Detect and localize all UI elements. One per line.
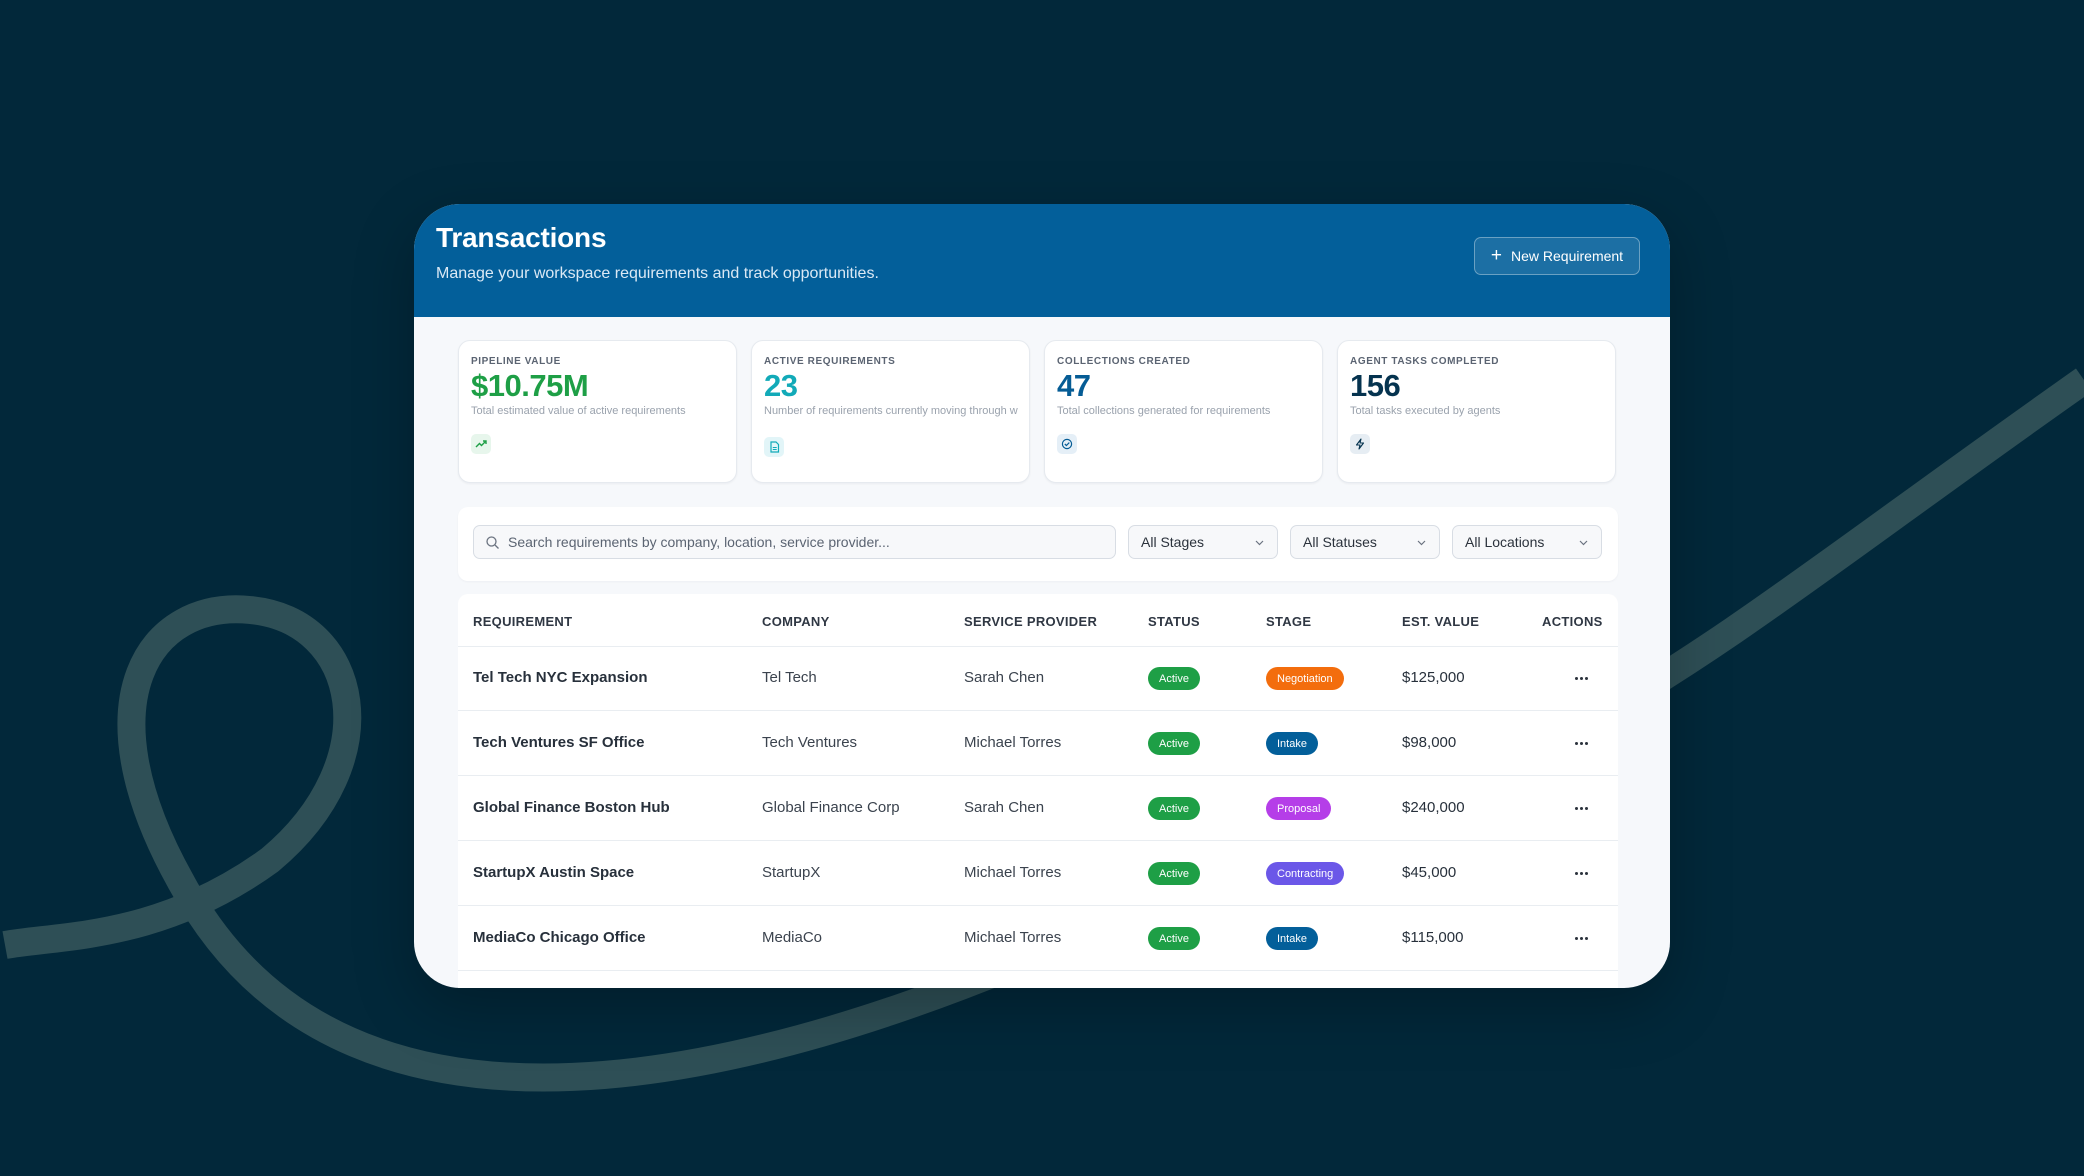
stage-badge: Intake xyxy=(1266,732,1318,755)
kpi-label: COLLECTIONS CREATED xyxy=(1057,356,1191,367)
kpi-value: 156 xyxy=(1350,368,1401,403)
service-provider: Michael Torres xyxy=(964,929,1062,946)
requirement-name[interactable]: Tel Tech NYC Expansion xyxy=(473,669,648,686)
search-input[interactable]: Search requirements by company, location… xyxy=(473,525,1116,559)
est-value: $125,000 xyxy=(1402,669,1465,686)
stage-filter-value: All Stages xyxy=(1141,534,1205,550)
company-name: MediaCo xyxy=(762,929,823,946)
est-value: $240,000 xyxy=(1402,799,1465,816)
status-filter-select[interactable]: All Statuses xyxy=(1290,525,1440,559)
table-row[interactable]: Tel Tech NYC Expansion Tel Tech Sarah Ch… xyxy=(458,646,1618,711)
status-badge: Active xyxy=(1148,667,1200,690)
check-circle-icon xyxy=(1057,434,1077,454)
status-badge: Active xyxy=(1148,732,1200,755)
column-header-service-provider[interactable]: SERVICE PROVIDER xyxy=(964,614,1098,629)
new-requirement-label: New Requirement xyxy=(1511,248,1624,264)
requirement-name[interactable]: StartupX Austin Space xyxy=(473,864,635,881)
page-subtitle: Manage your workspace requirements and t… xyxy=(436,265,879,282)
requirement-name[interactable]: MediaCo Chicago Office xyxy=(473,929,646,946)
status-filter-value: All Statuses xyxy=(1303,534,1377,550)
kpi-card-agent-tasks: AGENT TASKS COMPLETED 156 Total tasks ex… xyxy=(1337,340,1616,483)
page-title: Transactions xyxy=(436,222,607,253)
column-header-status[interactable]: STATUS xyxy=(1148,614,1200,629)
company-name: Tel Tech xyxy=(762,669,817,686)
status-badge: Active xyxy=(1148,927,1200,950)
trending-up-icon xyxy=(471,434,491,454)
kpi-card-collections-created: COLLECTIONS CREATED 47 Total collections… xyxy=(1044,340,1323,483)
company-name: StartupX xyxy=(762,864,821,881)
kpi-description: Number of requirements currently moving … xyxy=(764,405,1018,417)
table-row[interactable]: StartupX Austin Space StartupX Michael T… xyxy=(458,841,1618,906)
kpi-card-active-requirements: ACTIVE REQUIREMENTS 23 Number of require… xyxy=(751,340,1030,483)
kpi-description: Total tasks executed by agents xyxy=(1350,405,1501,417)
location-filter-select[interactable]: All Locations xyxy=(1452,525,1602,559)
more-actions-icon[interactable] xyxy=(1571,928,1591,948)
chevron-down-icon xyxy=(1255,540,1264,545)
stage-badge: Intake xyxy=(1266,927,1318,950)
service-provider: Michael Torres xyxy=(964,734,1062,751)
location-filter-value: All Locations xyxy=(1465,534,1545,550)
status-badge: Active xyxy=(1148,862,1200,885)
more-actions-icon[interactable] xyxy=(1571,798,1591,818)
chevron-down-icon xyxy=(1417,540,1426,545)
stage-badge: Proposal xyxy=(1266,797,1332,820)
est-value: $98,000 xyxy=(1402,734,1457,751)
table-row[interactable]: Global Finance Boston Hub Global Finance… xyxy=(458,776,1618,841)
kpi-value: 47 xyxy=(1057,368,1091,403)
company-name: Tech Ventures xyxy=(762,734,858,751)
more-actions-icon[interactable] xyxy=(1571,733,1591,753)
chevron-down-icon xyxy=(1579,540,1588,545)
column-header-company[interactable]: COMPANY xyxy=(762,614,830,629)
page-header: Transactions Manage your workspace requi… xyxy=(414,204,1670,317)
transactions-window: Transactions Manage your workspace requi… xyxy=(414,204,1670,988)
table-row[interactable]: MediaCo Chicago Office MediaCo Michael T… xyxy=(458,906,1618,971)
kpi-label: AGENT TASKS COMPLETED xyxy=(1350,356,1500,367)
est-value: $115,000 xyxy=(1402,929,1464,946)
search-icon xyxy=(486,535,499,549)
new-requirement-button[interactable]: + New Requirement xyxy=(1474,237,1640,275)
stage-filter-select[interactable]: All Stages xyxy=(1128,525,1278,559)
bolt-icon xyxy=(1350,434,1370,454)
stage-badge: Contracting xyxy=(1266,862,1345,885)
kpi-description: Total collections generated for requirem… xyxy=(1057,405,1271,417)
column-header-stage[interactable]: STAGE xyxy=(1266,614,1312,629)
search-placeholder: Search requirements by company, location… xyxy=(508,534,890,550)
requirement-name[interactable]: Global Finance Boston Hub xyxy=(473,799,670,816)
column-header-est-value[interactable]: EST. VALUE xyxy=(1402,614,1480,629)
kpi-label: ACTIVE REQUIREMENTS xyxy=(764,356,896,367)
kpi-card-pipeline-value: PIPELINE VALUE $10.75M Total estimated v… xyxy=(458,340,737,483)
column-header-requirement[interactable]: REQUIREMENT xyxy=(473,614,573,629)
est-value: $45,000 xyxy=(1402,864,1457,881)
more-actions-icon[interactable] xyxy=(1571,668,1591,688)
status-badge: Active xyxy=(1148,797,1200,820)
column-header-actions: ACTIONS xyxy=(1542,614,1603,629)
kpi-description: Total estimated value of active requirem… xyxy=(471,405,686,417)
kpi-value: 23 xyxy=(764,368,798,403)
stage-badge: Negotiation xyxy=(1266,667,1344,690)
requirement-name[interactable]: Tech Ventures SF Office xyxy=(473,734,645,751)
table-row[interactable]: Tech Ventures SF Office Tech Ventures Mi… xyxy=(458,711,1618,776)
plus-icon: + xyxy=(1490,244,1503,266)
document-icon xyxy=(764,437,784,457)
service-provider: Michael Torres xyxy=(964,864,1062,881)
service-provider: Sarah Chen xyxy=(964,669,1045,686)
requirements-table: REQUIREMENT COMPANY SERVICE PROVIDER STA… xyxy=(458,594,1618,988)
service-provider: Sarah Chen xyxy=(964,799,1045,816)
kpi-value: $10.75M xyxy=(471,368,589,403)
company-name: Global Finance Corp xyxy=(762,799,900,816)
more-actions-icon[interactable] xyxy=(1571,863,1591,883)
table-header: REQUIREMENT COMPANY SERVICE PROVIDER STA… xyxy=(458,594,1618,647)
filter-bar: Search requirements by company, location… xyxy=(458,507,1618,581)
kpi-label: PIPELINE VALUE xyxy=(471,356,561,367)
